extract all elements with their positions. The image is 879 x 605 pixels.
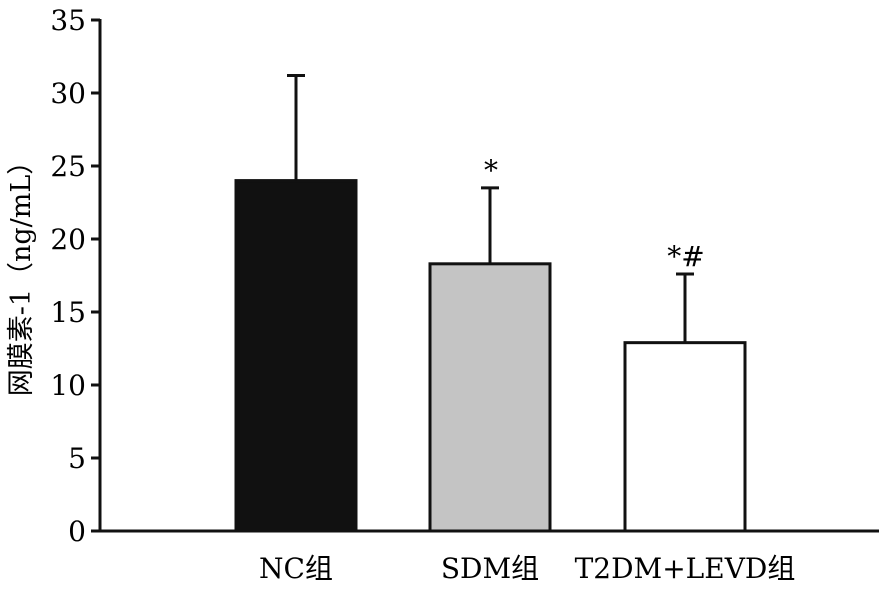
- axes-group: 0 5 10 15 20 25 30 35 NC组 SDM组 T2DM+LEVD组: [50, 4, 879, 585]
- bar: [428, 262, 552, 533]
- x-category-label: SDM组: [441, 552, 539, 585]
- y-tick-label: 35: [50, 4, 86, 37]
- x-category-label: T2DM+LEVD组: [575, 552, 796, 585]
- significance-marker: *: [484, 154, 498, 187]
- y-tick-label: 10: [50, 369, 86, 402]
- y-tick-label: 0: [68, 515, 86, 548]
- bar: [623, 341, 747, 533]
- error-bars-group: [287, 73, 694, 343]
- y-axis-label: 网膜素-1（ng/mL）: [6, 148, 37, 397]
- y-tick-label: 20: [50, 223, 86, 256]
- bar: [234, 179, 358, 533]
- y-tick-label: 25: [50, 150, 86, 183]
- y-tick-label: 5: [68, 442, 86, 475]
- significance-annotations-group: * *#: [484, 154, 705, 273]
- y-tick-label: 30: [50, 77, 86, 110]
- significance-marker: *#: [667, 240, 704, 273]
- x-category-label: NC组: [259, 552, 333, 585]
- y-tick-label: 15: [50, 296, 86, 329]
